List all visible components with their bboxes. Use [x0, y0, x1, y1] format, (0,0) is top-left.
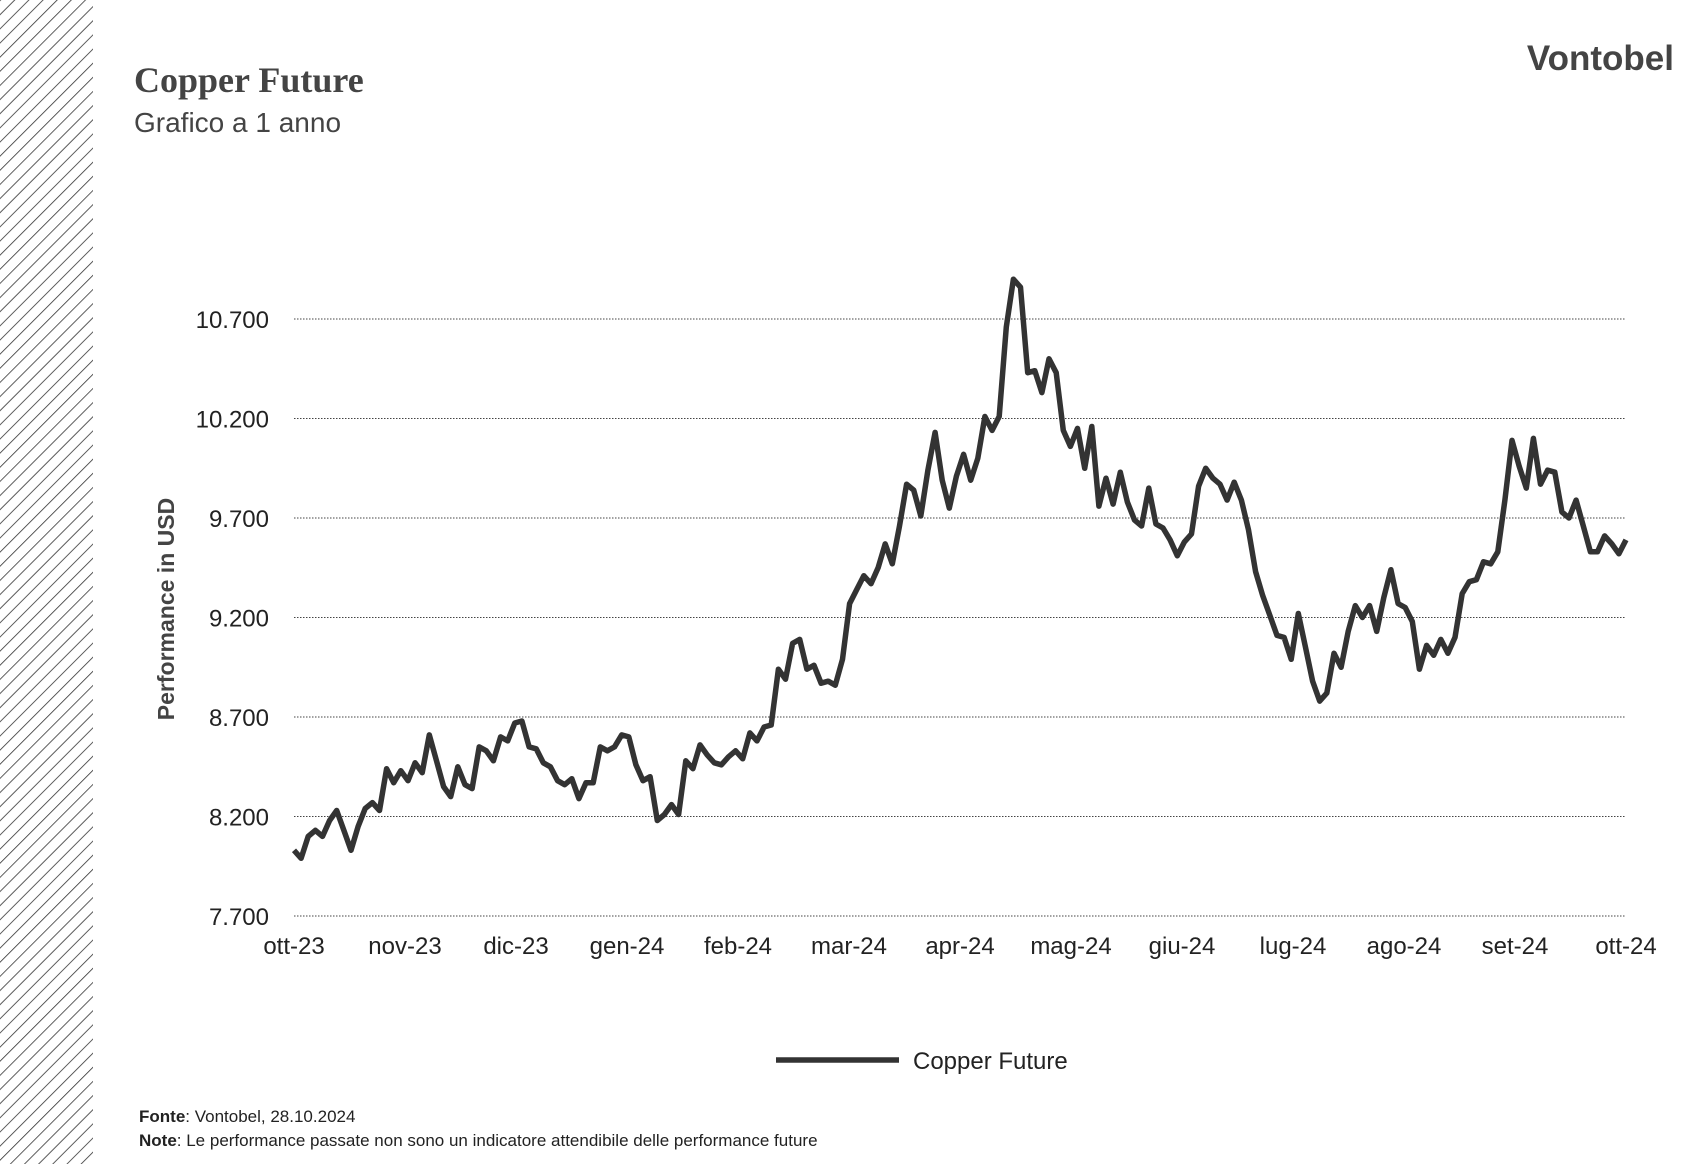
x-tick-label: ott-24: [1595, 933, 1656, 960]
x-tick-label: mag-24: [1030, 933, 1111, 960]
hatch-strip: [0, 0, 93, 1164]
note-text: : Le performance passate non sono un ind…: [177, 1131, 818, 1150]
data-line: [291, 276, 1629, 862]
y-tick-label: 10.700: [196, 307, 269, 334]
y-tick-label: 8.700: [209, 705, 269, 732]
brand-logo: Vontobel: [1527, 39, 1674, 78]
chart-title: Copper Future: [134, 60, 364, 100]
chart-subtitle: Grafico a 1 anno: [134, 107, 341, 138]
source-label: Fonte: [139, 1107, 185, 1126]
y-tick-label: 7.700: [209, 904, 269, 931]
x-tick-label: ott-23: [263, 933, 324, 960]
x-tick-label: ago-24: [1367, 933, 1442, 960]
y-tick-label: 9.700: [209, 506, 269, 533]
note-label: Note: [139, 1131, 177, 1150]
x-tick-label: set-24: [1482, 933, 1549, 960]
x-tick-label: apr-24: [925, 933, 994, 960]
source-text: : Vontobel, 28.10.2024: [185, 1107, 355, 1126]
y-tick-label: 10.200: [196, 407, 269, 434]
footer-source: Fonte: Vontobel, 28.10.2024: [139, 1107, 355, 1126]
footer-note: Note: Le performance passate non sono un…: [139, 1131, 818, 1150]
x-tick-label: gen-24: [590, 933, 665, 960]
y-tick-label: 8.200: [209, 805, 269, 832]
x-tick-label: mar-24: [811, 933, 887, 960]
y-tick-label: 9.200: [209, 606, 269, 633]
y-axis-label: Performance in USD: [153, 498, 179, 720]
x-tick-label: dic-23: [483, 933, 548, 960]
x-tick-label: lug-24: [1260, 933, 1327, 960]
legend-label: Copper Future: [913, 1048, 1068, 1075]
x-tick-label: feb-24: [704, 933, 772, 960]
x-tick-label: giu-24: [1149, 933, 1216, 960]
x-tick-label: nov-23: [368, 933, 441, 960]
